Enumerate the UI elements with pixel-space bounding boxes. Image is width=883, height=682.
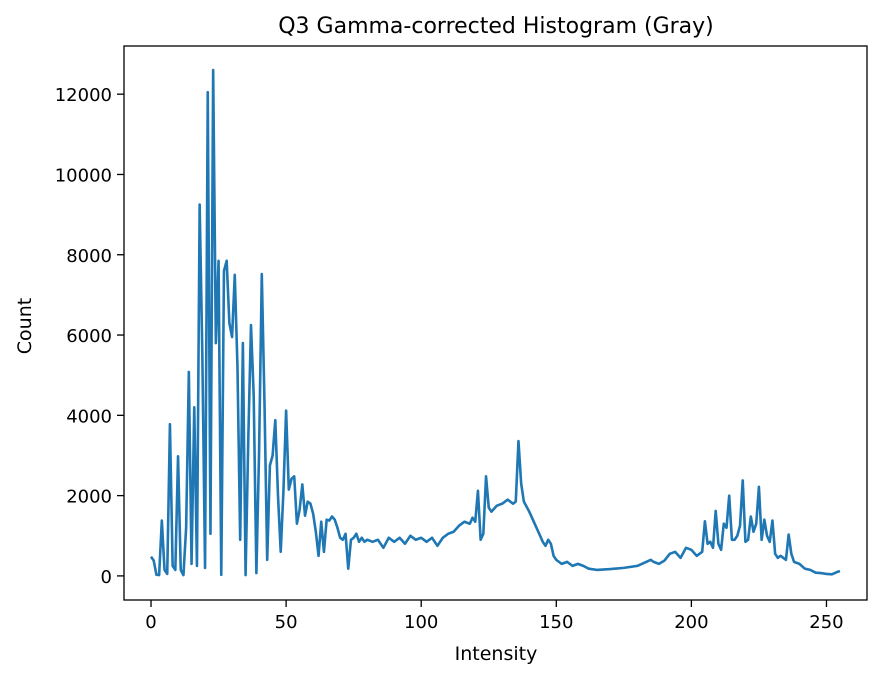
y-tick-label: 12000 xyxy=(55,85,112,106)
y-axis-label: Count xyxy=(14,298,36,354)
y-tick-label: 8000 xyxy=(66,246,112,267)
x-tick-label: 0 xyxy=(145,612,156,633)
y-axis-ticks: 0 2000 4000 6000 8000 10000 12000 xyxy=(55,85,124,588)
y-tick-label: 2000 xyxy=(66,487,112,508)
x-axis-ticks: 0 50 100 150 200 250 xyxy=(145,600,844,633)
y-tick-label: 0 xyxy=(101,567,112,588)
x-tick-label: 100 xyxy=(404,612,438,633)
x-tick-label: 250 xyxy=(809,612,843,633)
y-tick-label: 6000 xyxy=(66,326,112,347)
y-tick-label: 4000 xyxy=(66,406,112,427)
histogram-line xyxy=(149,68,841,577)
x-tick-label: 150 xyxy=(539,612,573,633)
x-tick-label: 50 xyxy=(275,612,298,633)
plot-frame xyxy=(123,45,868,601)
x-tick-label: 200 xyxy=(674,612,708,633)
y-tick-label: 10000 xyxy=(55,165,112,186)
chart-title: Q3 Gamma-corrected Histogram (Gray) xyxy=(278,14,714,39)
x-axis-label: Intensity xyxy=(455,643,538,665)
